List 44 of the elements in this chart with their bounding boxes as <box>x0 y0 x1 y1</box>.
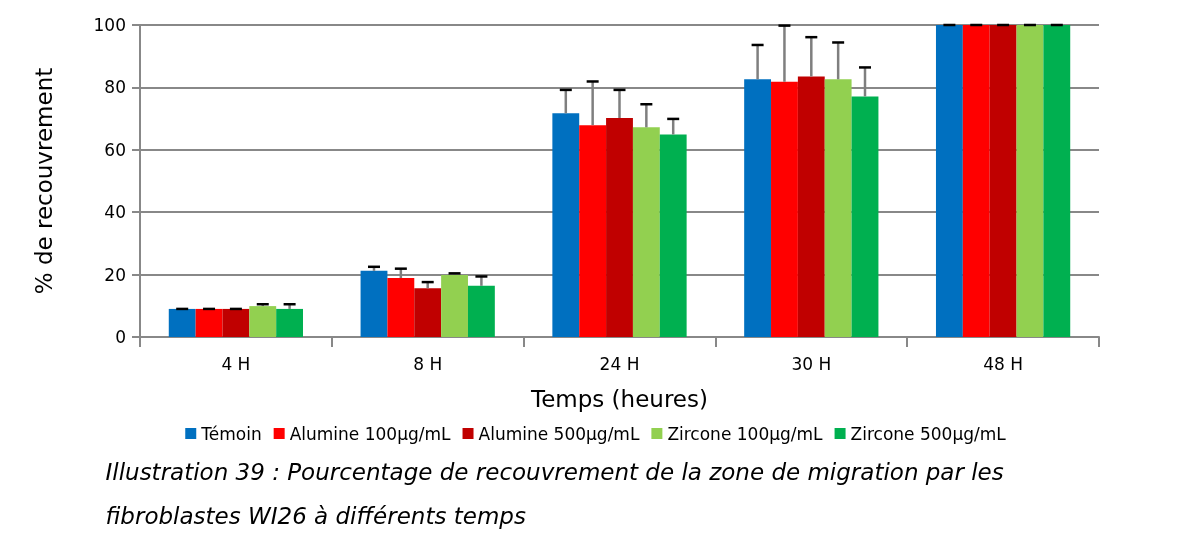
bar <box>249 306 277 337</box>
bar <box>467 285 495 337</box>
bar <box>744 79 772 337</box>
bar <box>168 308 196 337</box>
y-tick-label: 80 <box>104 77 126 98</box>
x-tick-label: 8 H <box>413 353 443 374</box>
bar <box>387 278 415 337</box>
bar <box>414 288 442 337</box>
bar <box>632 127 660 337</box>
bar <box>962 25 990 337</box>
legend-label: Témoin <box>200 423 262 444</box>
bar <box>851 96 879 337</box>
legend-label: Zircone 500µg/mL <box>850 423 1007 444</box>
bar <box>824 79 852 337</box>
y-tick-label: 100 <box>93 15 126 35</box>
bar <box>606 117 633 337</box>
bar <box>276 308 304 337</box>
y-tick-label: 60 <box>104 139 126 160</box>
x-tick-label: 4 H <box>221 353 251 374</box>
x-tick-label: 48 H <box>983 353 1024 374</box>
bar <box>659 134 687 337</box>
bar <box>360 270 388 337</box>
y-tick-label: 20 <box>104 264 126 285</box>
bar <box>579 125 607 337</box>
x-tick-label: 30 H <box>791 353 832 374</box>
legend-label: Zircone 100µg/mL <box>667 423 824 444</box>
y-axis-title: % de recouvrement <box>30 67 57 295</box>
bar <box>797 76 825 337</box>
bar <box>989 25 1017 337</box>
bar <box>222 308 250 337</box>
text: Illustration 39 : Pourcentage de recouvrement de la zone de migration par les fibroblastes WI26 à différents temps <box>105 459 1012 529</box>
y-tick-label: 40 <box>104 202 126 223</box>
x-tick-label: 24 H <box>599 353 640 374</box>
legend-label: Alumine 500µg/mL <box>478 423 640 444</box>
bar <box>935 25 963 337</box>
bar <box>1016 25 1044 337</box>
y-tick-label: 0 <box>115 327 126 347</box>
x-axis-title: Temps (heures) <box>530 385 708 412</box>
bar <box>1043 25 1071 337</box>
bar <box>552 113 580 337</box>
bar <box>195 308 223 337</box>
legend-label: Alumine 100µg/mL <box>289 423 452 444</box>
bar <box>441 274 468 337</box>
bar <box>771 81 798 337</box>
